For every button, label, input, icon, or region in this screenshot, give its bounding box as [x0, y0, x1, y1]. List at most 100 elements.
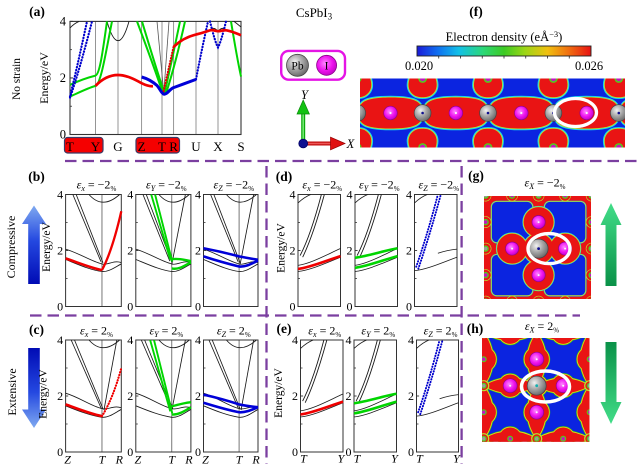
svg-text:0: 0: [346, 445, 352, 459]
svg-text:2: 2: [408, 389, 414, 403]
svg-text:Y: Y: [453, 452, 461, 465]
svg-text:T: T: [158, 139, 166, 154]
svg-text:εZ = −2%: εZ = −2%: [418, 178, 459, 194]
svg-text:Z: Z: [134, 453, 141, 465]
svg-text:εX = −2%: εX = −2%: [524, 176, 565, 192]
svg-text:0: 0: [290, 300, 296, 314]
svg-text:Pb: Pb: [291, 61, 303, 73]
svg-text:Energy/eV: Energy/eV: [37, 52, 51, 104]
svg-text:(c): (c): [29, 322, 44, 337]
svg-text:X: X: [213, 139, 223, 154]
svg-text:T: T: [300, 452, 308, 465]
svg-text:Y: Y: [91, 139, 101, 154]
svg-text:(e): (e): [277, 321, 292, 336]
svg-text:Energy/eV: Energy/eV: [273, 368, 285, 418]
svg-text:2: 2: [195, 389, 201, 403]
svg-text:4: 4: [127, 333, 133, 347]
svg-text:4: 4: [347, 188, 353, 202]
svg-text:(f): (f): [469, 4, 483, 19]
svg-text:(h): (h): [467, 321, 484, 336]
svg-text:2: 2: [60, 71, 66, 85]
svg-text:εZ = −2%: εZ = −2%: [213, 178, 254, 194]
svg-text:G: G: [113, 139, 122, 154]
svg-text:εZ = 2%: εZ = 2%: [424, 324, 458, 340]
svg-text:R: R: [251, 453, 260, 465]
svg-text:4: 4: [57, 333, 63, 347]
svg-text:4: 4: [292, 333, 298, 347]
svg-text:T: T: [354, 452, 362, 465]
svg-text:Extensive: Extensive: [5, 368, 19, 415]
svg-text:4: 4: [406, 188, 412, 202]
svg-text:0: 0: [127, 300, 133, 314]
svg-text:(a): (a): [29, 4, 45, 19]
svg-text:0: 0: [57, 300, 63, 314]
svg-text:0: 0: [57, 445, 63, 459]
svg-text:T: T: [416, 452, 424, 465]
svg-text:2: 2: [346, 389, 352, 403]
svg-text:Y: Y: [391, 452, 399, 465]
svg-text:0: 0: [60, 128, 66, 142]
svg-text:εY = 2%: εY = 2%: [149, 324, 183, 340]
svg-text:(b): (b): [28, 169, 45, 184]
svg-text:Energy/eV: Energy/eV: [276, 223, 288, 273]
svg-text:R: R: [184, 453, 193, 465]
svg-text:0: 0: [347, 300, 353, 314]
svg-text:R: R: [169, 139, 178, 154]
svg-text:2: 2: [347, 244, 353, 258]
svg-text:εY = 2%: εY = 2%: [361, 324, 395, 340]
svg-text:0: 0: [195, 445, 201, 459]
svg-text:εY = −2%: εY = −2%: [146, 178, 187, 194]
svg-text:2: 2: [406, 244, 412, 258]
svg-text:R: R: [115, 453, 124, 465]
svg-text:Energy/eV: Energy/eV: [41, 222, 53, 272]
svg-text:εx = −2%: εx = −2%: [77, 178, 117, 194]
svg-text:Z: Z: [202, 453, 209, 465]
svg-text:4: 4: [346, 333, 352, 347]
svg-text:4: 4: [60, 15, 67, 29]
svg-text:εY = −2%: εY = −2%: [359, 178, 400, 194]
svg-text:0: 0: [292, 445, 298, 459]
svg-text:εZ = 2%: εZ = 2%: [217, 324, 251, 340]
svg-text:4: 4: [127, 188, 133, 202]
svg-text:T: T: [236, 453, 244, 465]
svg-text:S: S: [237, 139, 244, 154]
svg-text:T: T: [168, 453, 176, 465]
svg-text:2: 2: [57, 389, 63, 403]
svg-text:4: 4: [290, 188, 296, 202]
svg-text:I: I: [325, 61, 329, 73]
svg-text:2: 2: [57, 244, 63, 258]
svg-text:(g): (g): [468, 168, 484, 183]
svg-text:2: 2: [290, 244, 296, 258]
svg-text:T: T: [99, 453, 107, 465]
svg-text:εx = 2%: εx = 2%: [308, 324, 341, 340]
svg-text:Z: Z: [64, 453, 71, 465]
svg-text:2: 2: [127, 244, 133, 258]
svg-text:0: 0: [127, 445, 133, 459]
svg-text:T: T: [66, 139, 74, 154]
svg-text:4: 4: [195, 188, 201, 202]
svg-text:(d): (d): [276, 169, 293, 184]
svg-text:No strain: No strain: [11, 58, 23, 100]
svg-text:0: 0: [406, 300, 412, 314]
svg-text:Energy/eV: Energy/eV: [38, 369, 50, 419]
svg-text:4: 4: [408, 333, 414, 347]
svg-text:Y: Y: [301, 88, 310, 102]
svg-text:Z: Z: [138, 139, 146, 154]
svg-text:U: U: [191, 139, 201, 154]
svg-text:0: 0: [408, 445, 414, 459]
svg-text:2: 2: [127, 389, 133, 403]
svg-text:4: 4: [57, 188, 63, 202]
svg-text:0.026: 0.026: [575, 59, 603, 73]
svg-text:Electron density (eÅ−3): Electron density (eÅ−3): [446, 29, 563, 44]
svg-text:0: 0: [195, 300, 201, 314]
svg-text:εx = 2%: εx = 2%: [80, 324, 113, 340]
svg-text:4: 4: [195, 333, 201, 347]
svg-text:εX = 2%: εX = 2%: [525, 319, 559, 335]
svg-text:εx = −2%: εx = −2%: [302, 178, 342, 194]
svg-text:X: X: [346, 137, 356, 151]
svg-text:CsPbI3: CsPbI3: [296, 5, 333, 22]
svg-text:0.020: 0.020: [405, 59, 433, 73]
svg-text:Y: Y: [338, 452, 346, 465]
svg-text:Compressive: Compressive: [4, 216, 18, 279]
svg-text:2: 2: [292, 389, 298, 403]
